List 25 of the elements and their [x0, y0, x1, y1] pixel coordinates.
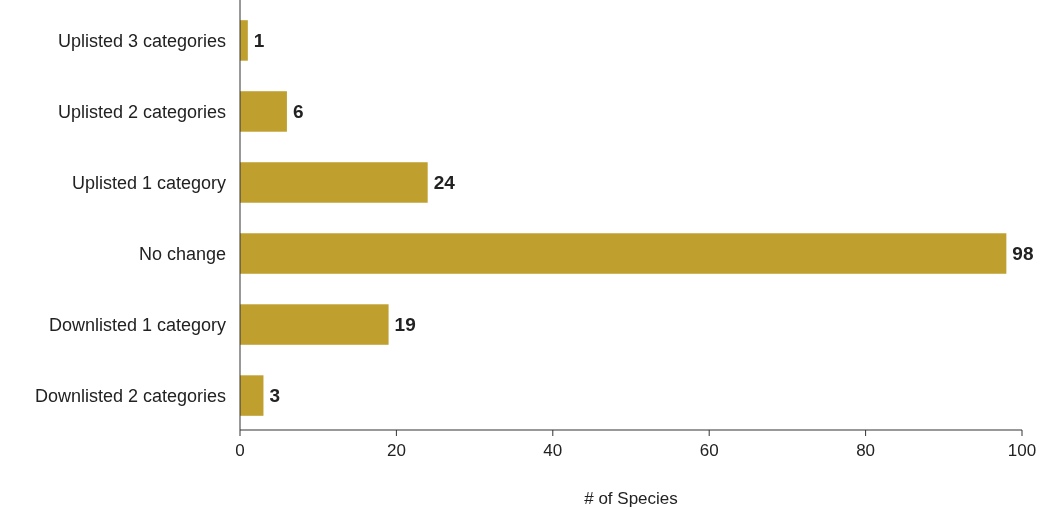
- y-tick-label: Uplisted 2 categories: [57, 101, 226, 122]
- data-label: 19: [394, 314, 416, 336]
- bar: [240, 304, 389, 345]
- data-label: 98: [1012, 243, 1034, 265]
- bar: [240, 233, 1007, 274]
- data-label: 6: [292, 101, 304, 123]
- x-axis-title: # of Species: [584, 489, 678, 508]
- bar: [240, 375, 264, 416]
- bar: [240, 91, 287, 132]
- y-tick-label: Downlisted 2 categories: [34, 385, 226, 406]
- bar: [240, 162, 428, 203]
- y-tick-label: Uplisted 3 categories: [57, 30, 226, 51]
- x-tick-label: 100: [1007, 441, 1037, 460]
- data-label: 1: [253, 30, 265, 52]
- x-tick-label: 20: [386, 441, 406, 460]
- x-tick-label: 0: [235, 441, 245, 460]
- x-tick-label: 60: [699, 441, 719, 460]
- y-tick-label: Downlisted 1 category: [48, 314, 226, 335]
- y-tick-label: Uplisted 1 category: [71, 172, 226, 193]
- y-tick-label: No change: [138, 243, 226, 264]
- bar: [240, 20, 248, 61]
- x-tick-label: 40: [543, 441, 563, 460]
- data-label: 3: [269, 385, 281, 407]
- x-tick-label: 80: [856, 441, 876, 460]
- data-label: 24: [433, 172, 456, 194]
